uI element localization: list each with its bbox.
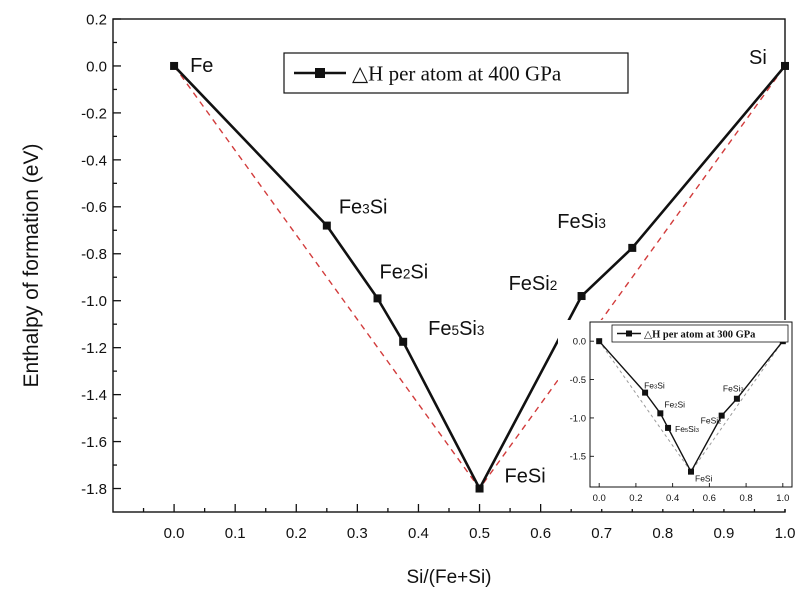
main-y-tick-label: -1.2	[81, 340, 107, 357]
main-series	[170, 61, 789, 493]
main-data-point	[475, 484, 484, 493]
main-y-tick-label: 0.0	[86, 58, 107, 75]
main-x-tick-label: 0.8	[652, 525, 673, 542]
main-point-label: Fe2Si	[380, 261, 429, 283]
main-point-label: Fe	[190, 55, 213, 77]
inset-x-tick-label: 0.4	[666, 493, 679, 504]
inset-data-point	[688, 468, 694, 475]
main-x-tick-label: 0.2	[286, 525, 307, 542]
main-x-tick-label: 0.4	[408, 525, 429, 542]
main-legend-swatch-marker	[315, 68, 325, 78]
main-legend-label: △H per atom at 400 GPa	[352, 62, 562, 86]
main-data-point	[322, 221, 331, 230]
inset-point-label: FeSi2	[701, 416, 722, 426]
inset-point-label: Fe2Si	[664, 399, 685, 409]
main-chart: 0.0 0.1 0.2 0.3 0.4 0.5 0.6 0.7 0.8 0.9 1.0 0.20.0…	[20, 11, 795, 588]
x-axis-label: Si/(Fe+Si)	[407, 567, 492, 588]
main-point-label: FeSi2	[509, 273, 558, 295]
main-y-tick-label: 0.2	[86, 11, 107, 28]
inset-reference-line-path	[598, 340, 784, 473]
main-x-tick-label: 0.5	[469, 525, 490, 542]
main-y-tick-label: -1.8	[81, 481, 107, 498]
main-y-tick-label: -0.4	[81, 152, 107, 169]
main-x-tick-label: 0.7	[591, 525, 612, 542]
inset-data-point	[657, 410, 664, 417]
main-y-axis: 0.2 0.0 -0.2 -0.4 -0.6 -0.8 -1.0 -1.2 -1.4 -1.6 -1…	[81, 11, 121, 498]
inset-point-label: FeSi3	[723, 384, 744, 394]
main-y-tick-label: -1.6	[81, 434, 107, 451]
inset-legend-label: △H per atom at 300 GPa	[644, 329, 756, 340]
main-data-point	[577, 292, 586, 301]
main-x-tick-label: 0.0	[164, 525, 185, 542]
main-y-tick-label: -0.6	[81, 199, 107, 216]
inset-point-label: Fe3Si	[644, 381, 665, 391]
inset-data-point	[733, 395, 740, 402]
main-series-line	[173, 65, 786, 490]
inset-legend: △H per atom at 300 GPa	[611, 324, 789, 343]
inset-point-label: FeSi	[695, 474, 713, 484]
main-data-point	[781, 61, 789, 70]
inset-data-point	[596, 338, 603, 345]
inset-y-tick-label: -1.0	[570, 413, 586, 424]
main-point-label: FeSi	[505, 466, 546, 488]
main-legend: △H per atom at 400 GPa	[283, 52, 629, 94]
main-data-point	[399, 337, 408, 346]
inset-x-tick-label: 0.8	[739, 493, 752, 504]
main-y-tick-label: -1.4	[81, 387, 107, 404]
inset-y-tick-label: -0.5	[570, 375, 586, 386]
main-data-point	[628, 243, 637, 252]
inset-x-axis: 0.0 0.2 0.4 0.6 0.8 1.0	[593, 483, 789, 504]
y-axis-label: Enthalpy of formation (eV)	[20, 144, 43, 388]
inset-reference-line	[598, 340, 784, 473]
main-point-label: Fe5Si3	[428, 318, 484, 340]
main-point-label: FeSi3	[557, 211, 606, 233]
inset-background	[558, 320, 798, 509]
inset-data-point	[642, 389, 649, 396]
main-x-tick-label: 1.0	[775, 525, 796, 542]
main-y-tick-label: -0.8	[81, 246, 107, 263]
inset-y-axis: 0.0 -0.5 -1.0 -1.5	[570, 337, 594, 463]
inset-data-point	[718, 412, 725, 419]
main-x-tick-label: 0.1	[225, 525, 246, 542]
main-x-tick-label: 0.9	[713, 525, 734, 542]
main-y-tick-label: -1.0	[81, 293, 107, 310]
inset-chart: 0.0 0.2 0.4 0.6 0.8 1.0 0.0 -0.5 -1.0 -1.5 Fe3Si…	[558, 320, 798, 509]
inset-y-tick-label: -1.5	[570, 452, 586, 463]
inset-point-labels: Fe3Si Fe2Si Fe5Si3 FeSi FeSi2 FeSi3	[644, 381, 744, 484]
inset-plot-frame	[589, 321, 793, 488]
main-point-label: Fe3Si	[339, 197, 388, 219]
main-x-axis: 0.0 0.1 0.2 0.3 0.4 0.5 0.6 0.7 0.8 0.9 1.0	[142, 504, 796, 542]
main-data-point	[170, 61, 179, 70]
inset-point-label: Fe5Si3	[675, 424, 699, 434]
inset-x-tick-label: 0.6	[703, 493, 716, 504]
inset-y-tick-label: 0.0	[573, 337, 586, 348]
inset-x-tick-label: 1.0	[776, 493, 789, 504]
inset-data-point	[665, 424, 672, 431]
inset-legend-box	[611, 324, 789, 343]
main-point-label: Si	[749, 47, 767, 69]
inset-x-tick-label: 0.2	[629, 493, 642, 504]
main-data-point	[373, 294, 382, 303]
main-x-tick-label: 0.6	[530, 525, 551, 542]
main-y-tick-label: -0.2	[81, 105, 107, 122]
main-point-labels: Fe Fe3Si Fe2Si Fe5Si3 FeSi FeSi2 FeSi3 Si	[190, 47, 767, 488]
inset-legend-swatch-marker	[626, 330, 632, 337]
main-x-tick-label: 0.3	[347, 525, 368, 542]
inset-x-tick-label: 0.0	[593, 493, 606, 504]
